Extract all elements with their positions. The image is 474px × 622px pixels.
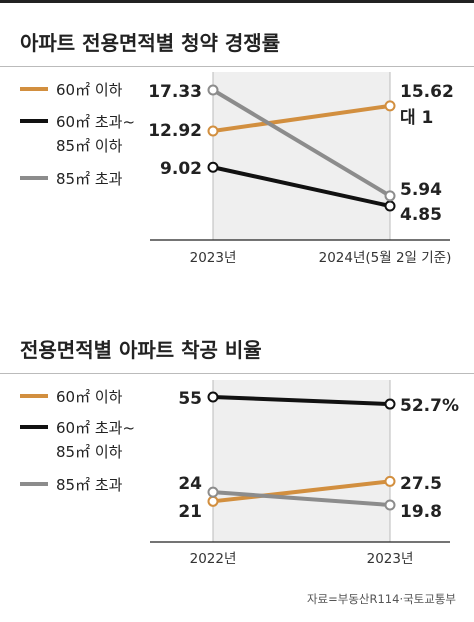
chart-1-top-rule <box>0 0 474 3</box>
chart-1-data-label-60under-2024: 15.62 <box>400 82 454 102</box>
chart-2-legend-label-2-line-2: 85㎡ 이하 <box>56 443 123 461</box>
chart-2-legend-label-2: 60㎡ 초과~ 85㎡ 이하 <box>56 419 135 461</box>
chart-1-data-label-60to85-2023: 9.02 <box>160 159 202 179</box>
chart-2-data-label-60under-2022: 21 <box>178 502 202 522</box>
chart-2-series-lines <box>211 395 392 507</box>
chart-2-legend-label-2-line-1: 60㎡ 초과~ <box>56 419 135 437</box>
chart-1-plot-band <box>213 72 390 240</box>
chart-1-series-line-2 <box>211 165 392 208</box>
chart-1-series-line-1 <box>211 103 392 133</box>
chart-1-x-tick-1: 2023년 <box>190 250 237 266</box>
chart-2-data-label-85over-2022: 24 <box>178 474 202 494</box>
chart-2-legend: 60㎡ 이하 60㎡ 초과~ 85㎡ 이하 85㎡ 초과 <box>20 388 135 494</box>
chart-1-point-3-1 <box>207 84 219 96</box>
chart-1-annotation: 대 1 <box>400 108 433 128</box>
chart-1-title: 아파트 전용면적별 청약 경쟁률 <box>20 31 280 55</box>
chart-2-point-1-1 <box>207 495 219 507</box>
chart-2-data-label-60to85-2022: 55 <box>178 389 202 409</box>
chart-2-legend-label-3: 85㎡ 초과 <box>56 476 123 494</box>
chart-2-point-2-2 <box>384 398 396 410</box>
chart-2-data-label-85over-2023: 19.8 <box>400 502 442 522</box>
chart-2-point-3-2 <box>384 499 396 511</box>
chart-2-series-line-2 <box>211 395 392 407</box>
chart-1-data-label-60to85-2024: 4.85 <box>400 205 442 225</box>
chart-2-x-tick-1: 2022년 <box>190 551 237 567</box>
chart-1-point-1-1 <box>207 125 219 137</box>
chart-2-point-2-1 <box>207 391 219 403</box>
chart-1: 아파트 전용면적별 청약 경쟁률 60㎡ 이하 60㎡ 초과~ 85㎡ 이하 85… <box>0 0 474 266</box>
chart-1-data-label-60under-2023: 12.92 <box>148 121 202 141</box>
chart-1-legend-label-3: 85㎡ 초과 <box>56 170 123 188</box>
chart-2-title-rule <box>0 373 474 374</box>
chart-1-point-2-1 <box>207 161 219 173</box>
chart-1-point-3-2 <box>384 190 396 202</box>
chart-1-legend-label-2-line-2: 85㎡ 이하 <box>56 137 123 155</box>
chart-2-data-label-60under-2023: 27.5 <box>400 474 442 494</box>
chart-2-data-points <box>207 391 396 511</box>
chart-2-series-line-3 <box>211 490 392 507</box>
chart-1-legend-label-1: 60㎡ 이하 <box>56 81 123 99</box>
chart-1-legend-label-2: 60㎡ 초과~ 85㎡ 이하 <box>56 113 135 155</box>
chart-2-point-3-1 <box>207 486 219 498</box>
chart-1-legend: 60㎡ 이하 60㎡ 초과~ 85㎡ 이하 85㎡ 초과 <box>20 81 135 188</box>
chart-1-series-lines <box>211 88 392 208</box>
chart-1-legend-label-2-line-1: 60㎡ 초과~ <box>56 113 135 131</box>
chart-2-series-line-1 <box>211 479 392 504</box>
chart-1-data-label-85over-2023: 17.33 <box>148 82 202 102</box>
chart-2-point-1-2 <box>384 475 396 487</box>
chart-1-point-2-2 <box>384 200 396 212</box>
chart-2-data-label-60to85-2023: 52.7% <box>400 396 459 416</box>
chart-2-title: 전용면적별 아파트 착공 비율 <box>20 338 262 362</box>
chart-1-point-1-2 <box>384 100 396 112</box>
chart-2-x-tick-2: 2023년 <box>367 551 414 567</box>
chart-1-series-line-3 <box>211 88 392 198</box>
chart-2-plot-band <box>213 380 390 542</box>
source-note: 자료=부동산R114·국토교통부 <box>307 592 456 606</box>
chart-1-x-tick-2: 2024년(5월 2일 기준) <box>319 250 452 266</box>
chart-1-data-points <box>207 84 396 212</box>
chart-2-legend-label-1: 60㎡ 이하 <box>56 388 123 406</box>
chart-1-data-label-85over-2024: 5.94 <box>400 180 442 200</box>
chart-1-title-rule <box>0 66 474 67</box>
chart-2: 전용면적별 아파트 착공 비율 60㎡ 이하 60㎡ 초과~ 85㎡ 이하 85㎡… <box>0 338 474 567</box>
